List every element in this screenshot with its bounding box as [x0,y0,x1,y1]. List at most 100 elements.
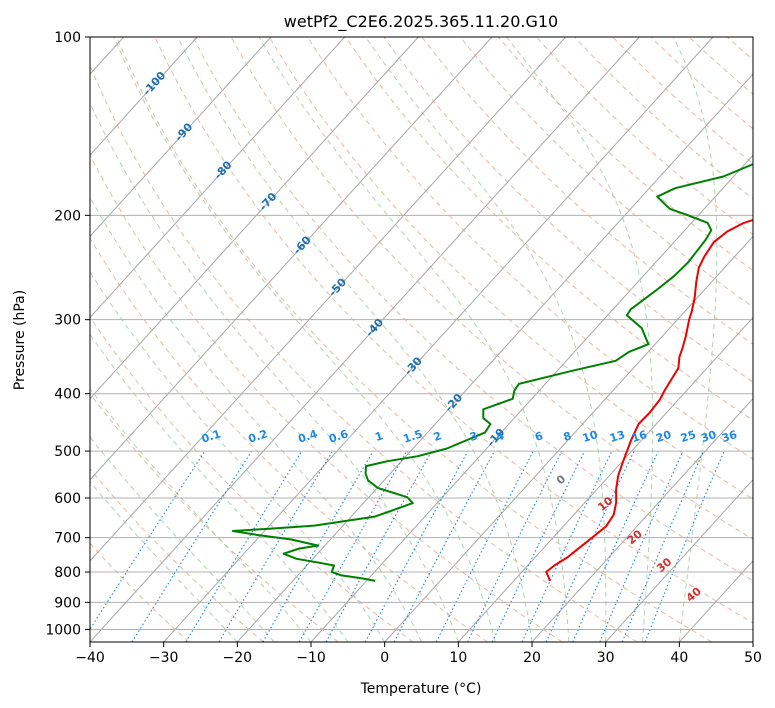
dry-adiabat-line [90,316,414,642]
mixing-ratio-label: 0.2 [247,427,270,445]
moist-adiabat-line [90,480,238,642]
isotherm-line [90,37,198,156]
dry-adiabat-line [116,37,712,642]
dry-adiabat-line [345,37,753,421]
moist-adiabat-line [365,37,607,642]
isotherm-line [90,37,272,238]
isotherm-line [163,37,714,642]
x-tick-label: −20 [223,650,253,666]
mixing-ratio-line [599,450,684,642]
mixing-ratio-label: 8 [562,429,573,444]
mixing-ratio-label: 13 [608,428,627,445]
mixing-ratio-label: 30 [699,428,718,445]
mixing-ratio-line [131,450,253,642]
isotherm-line [90,37,640,642]
mixing-ratio-label: 36 [720,428,739,445]
mixing-ratio-line [90,450,206,631]
profile-lines [231,163,753,582]
mixing-ratio-line [491,450,586,642]
isotherm-line [90,37,346,319]
y-tick-label: 1000 [45,622,81,638]
x-tick-label: 10 [449,650,467,666]
isotherm-line [90,37,419,400]
mixing-ratio-label: 6 [533,429,545,444]
dewpoint-profile-line [231,163,753,582]
dry-adiabat-line [90,64,638,642]
isotherm-line [457,316,753,642]
x-tick-label: 30 [597,650,615,666]
y-tick-label: 700 [54,531,81,547]
dry-adiabat-line [90,392,339,642]
mixing-ratio-label: 3 [468,429,479,444]
chart-title: wetPf2_C2E6.2025.365.11.20.G10 [284,12,558,32]
mixing-ratio-line [364,450,469,642]
x-tick-label: 50 [744,650,762,666]
mixing-ratio-label: 10 [581,428,600,445]
y-tick-label: 400 [54,387,81,403]
dry-adiabat-line [383,37,753,383]
moist-adiabat-line [506,37,654,642]
isobar-gridlines [90,37,753,630]
dry-adiabat-line [154,37,753,624]
isotherm-line [90,37,567,562]
axes: −40 −30 −20 −10 0 10 20 30 40 5010020030040050060… [45,30,762,666]
moist-adiabat-line [258,37,570,642]
mixing-ratio-label: 16 [630,428,649,445]
x-axis-label: Temperature (°C) [360,681,482,697]
moist-adiabat-line [90,101,459,642]
mixing-ratio-line [467,450,563,642]
y-tick-label: 200 [54,208,81,224]
mixing-ratio-line [545,450,635,642]
dry-adiabat-line [421,37,753,345]
y-tick-label: 100 [54,30,81,46]
y-tick-label: 900 [54,595,81,611]
moist-adiabat-line [90,271,386,642]
y-axis-label: Pressure (hPa) [12,290,28,390]
temperature-profile-line [545,218,753,582]
x-tick-label: 0 [380,650,389,666]
dry-adiabat-line [90,154,563,642]
mixing-ratio-label: 4 [495,429,507,444]
mixing-ratio-line [262,450,374,642]
dry-adiabat-line [90,237,488,642]
y-tick-label: 500 [54,444,81,460]
mixing-ratio-label: 2 [432,429,443,444]
mixing-ratio-line [621,450,705,642]
mixing-ratio-label: 0.1 [200,427,223,445]
y-tick-label: 600 [54,491,81,507]
moist-adiabat-line [177,37,533,642]
mixing-ratio-label: 0.6 [327,427,350,445]
mixing-ratio-label: 1 [373,429,384,444]
moist-adiabat-line [672,37,718,642]
dry-adiabat-line [90,468,264,642]
dry-adiabat-line [574,37,753,200]
background-lines [90,37,753,642]
x-tick-label: −40 [75,650,105,666]
mixing-ratio-line [298,450,408,642]
dry-adiabat-line [612,37,753,165]
x-tick-label: −10 [296,650,326,666]
isotherm-line [90,37,493,481]
x-tick-label: 20 [523,650,541,666]
mixing-ratio-line [185,450,303,642]
isotherm-line [605,479,753,642]
x-tick-label: −30 [149,650,179,666]
moist-adiabat-line [90,196,422,642]
dry-adiabat-line [230,37,753,540]
isotherm-line [310,154,753,642]
mixing-ratio-label: 20 [654,428,673,445]
isotherm-line [531,397,753,642]
plot-frame [89,36,754,643]
y-tick-label: 300 [54,313,81,329]
mixing-ratio-line [218,450,333,642]
mixing-ratio-line [572,450,659,642]
isotherm-line [384,235,753,642]
mixing-ratio-line [325,450,433,642]
dry-adiabat-line [268,37,753,500]
mixing-ratio-label: 25 [679,428,698,445]
mixing-ratio-label: 1.5 [402,427,425,445]
moist-adiabat-line [90,333,349,642]
isotherm-line [236,73,753,642]
mixing-ratio-line [521,450,613,642]
